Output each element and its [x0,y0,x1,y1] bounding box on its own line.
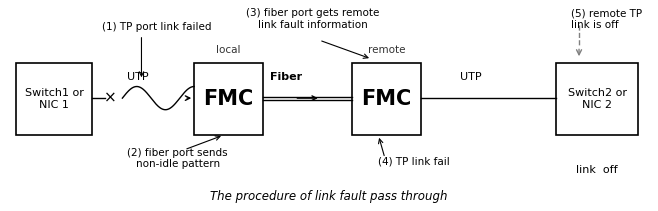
Text: Fiber: Fiber [270,72,302,82]
Text: Switch2 or
NIC 2: Switch2 or NIC 2 [568,88,626,110]
Bar [352,63,421,135]
Text: Switch1 or
NIC 1: Switch1 or NIC 1 [25,88,84,110]
Text: ×: × [103,91,116,106]
Text: remote: remote [368,45,405,55]
Bar [16,63,92,135]
Text: (1) TP port link failed: (1) TP port link failed [102,22,211,32]
Text: link  off: link off [576,165,618,175]
Text: UTP: UTP [128,72,149,82]
Bar [194,63,263,135]
Text: FMC: FMC [203,89,254,109]
Text: FMC: FMC [361,89,412,109]
Bar [556,63,638,135]
Text: local: local [216,45,241,55]
Text: (4) TP link fail: (4) TP link fail [378,156,450,166]
Text: UTP: UTP [460,72,481,82]
Text: (3) fiber port gets remote
link fault information: (3) fiber port gets remote link fault in… [246,8,379,30]
Text: (2) fiber port sends
non-idle pattern: (2) fiber port sends non-idle pattern [128,148,228,169]
Text: The procedure of link fault pass through: The procedure of link fault pass through [211,189,447,203]
Text: (5) remote TP
link is off: (5) remote TP link is off [571,8,642,30]
